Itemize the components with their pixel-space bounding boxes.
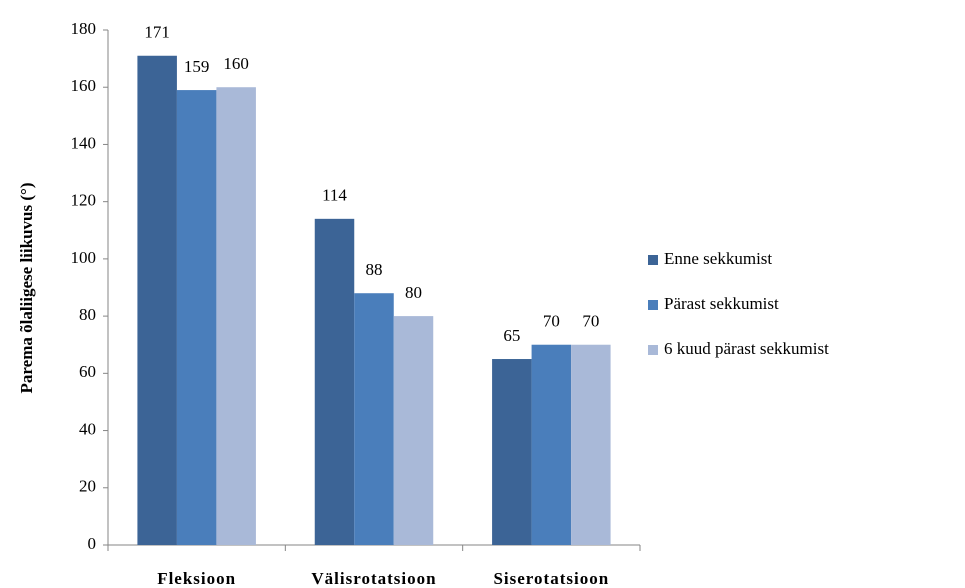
data-label: 159 [184,57,210,76]
legend-label: Enne sekkumist [664,249,772,268]
data-label: 160 [223,54,249,73]
legend-swatch [648,300,658,310]
data-label: 171 [144,23,170,42]
y-tick-label: 160 [71,76,97,95]
bar [571,344,611,545]
legend-swatch [648,255,658,265]
x-tick-label: Välisrotatsioon [311,569,436,588]
bar [216,87,256,545]
bar [492,359,532,545]
y-tick-label: 100 [71,248,97,267]
legend-swatch [648,345,658,355]
y-tick-label: 140 [71,133,97,152]
bar [137,55,177,545]
bar [393,316,434,545]
y-tick-label: 40 [79,419,96,438]
bar [176,90,217,545]
data-label: 80 [405,283,422,302]
bar [531,344,572,545]
data-label: 70 [582,312,599,331]
y-tick-label: 60 [79,362,96,381]
y-axis-label: Parema õlaliigese liikuvus (°) [17,183,36,394]
x-tick-label: Fleksioon [157,569,236,588]
bar [314,218,355,546]
y-tick-label: 80 [79,305,96,324]
data-label: 65 [503,326,520,345]
y-tick-label: 120 [71,191,97,210]
legend-label: 6 kuud pärast sekkumist [664,339,829,358]
data-label: 88 [366,260,383,279]
y-tick-label: 0 [88,534,97,553]
data-label: 114 [322,186,347,205]
y-tick-label: 180 [71,19,97,38]
x-tick-label: Siserotatsioon [493,569,609,588]
legend-label: Pärast sekkumist [664,294,779,313]
y-tick-label: 20 [79,477,96,496]
data-label: 70 [543,312,560,331]
bar [354,293,394,545]
